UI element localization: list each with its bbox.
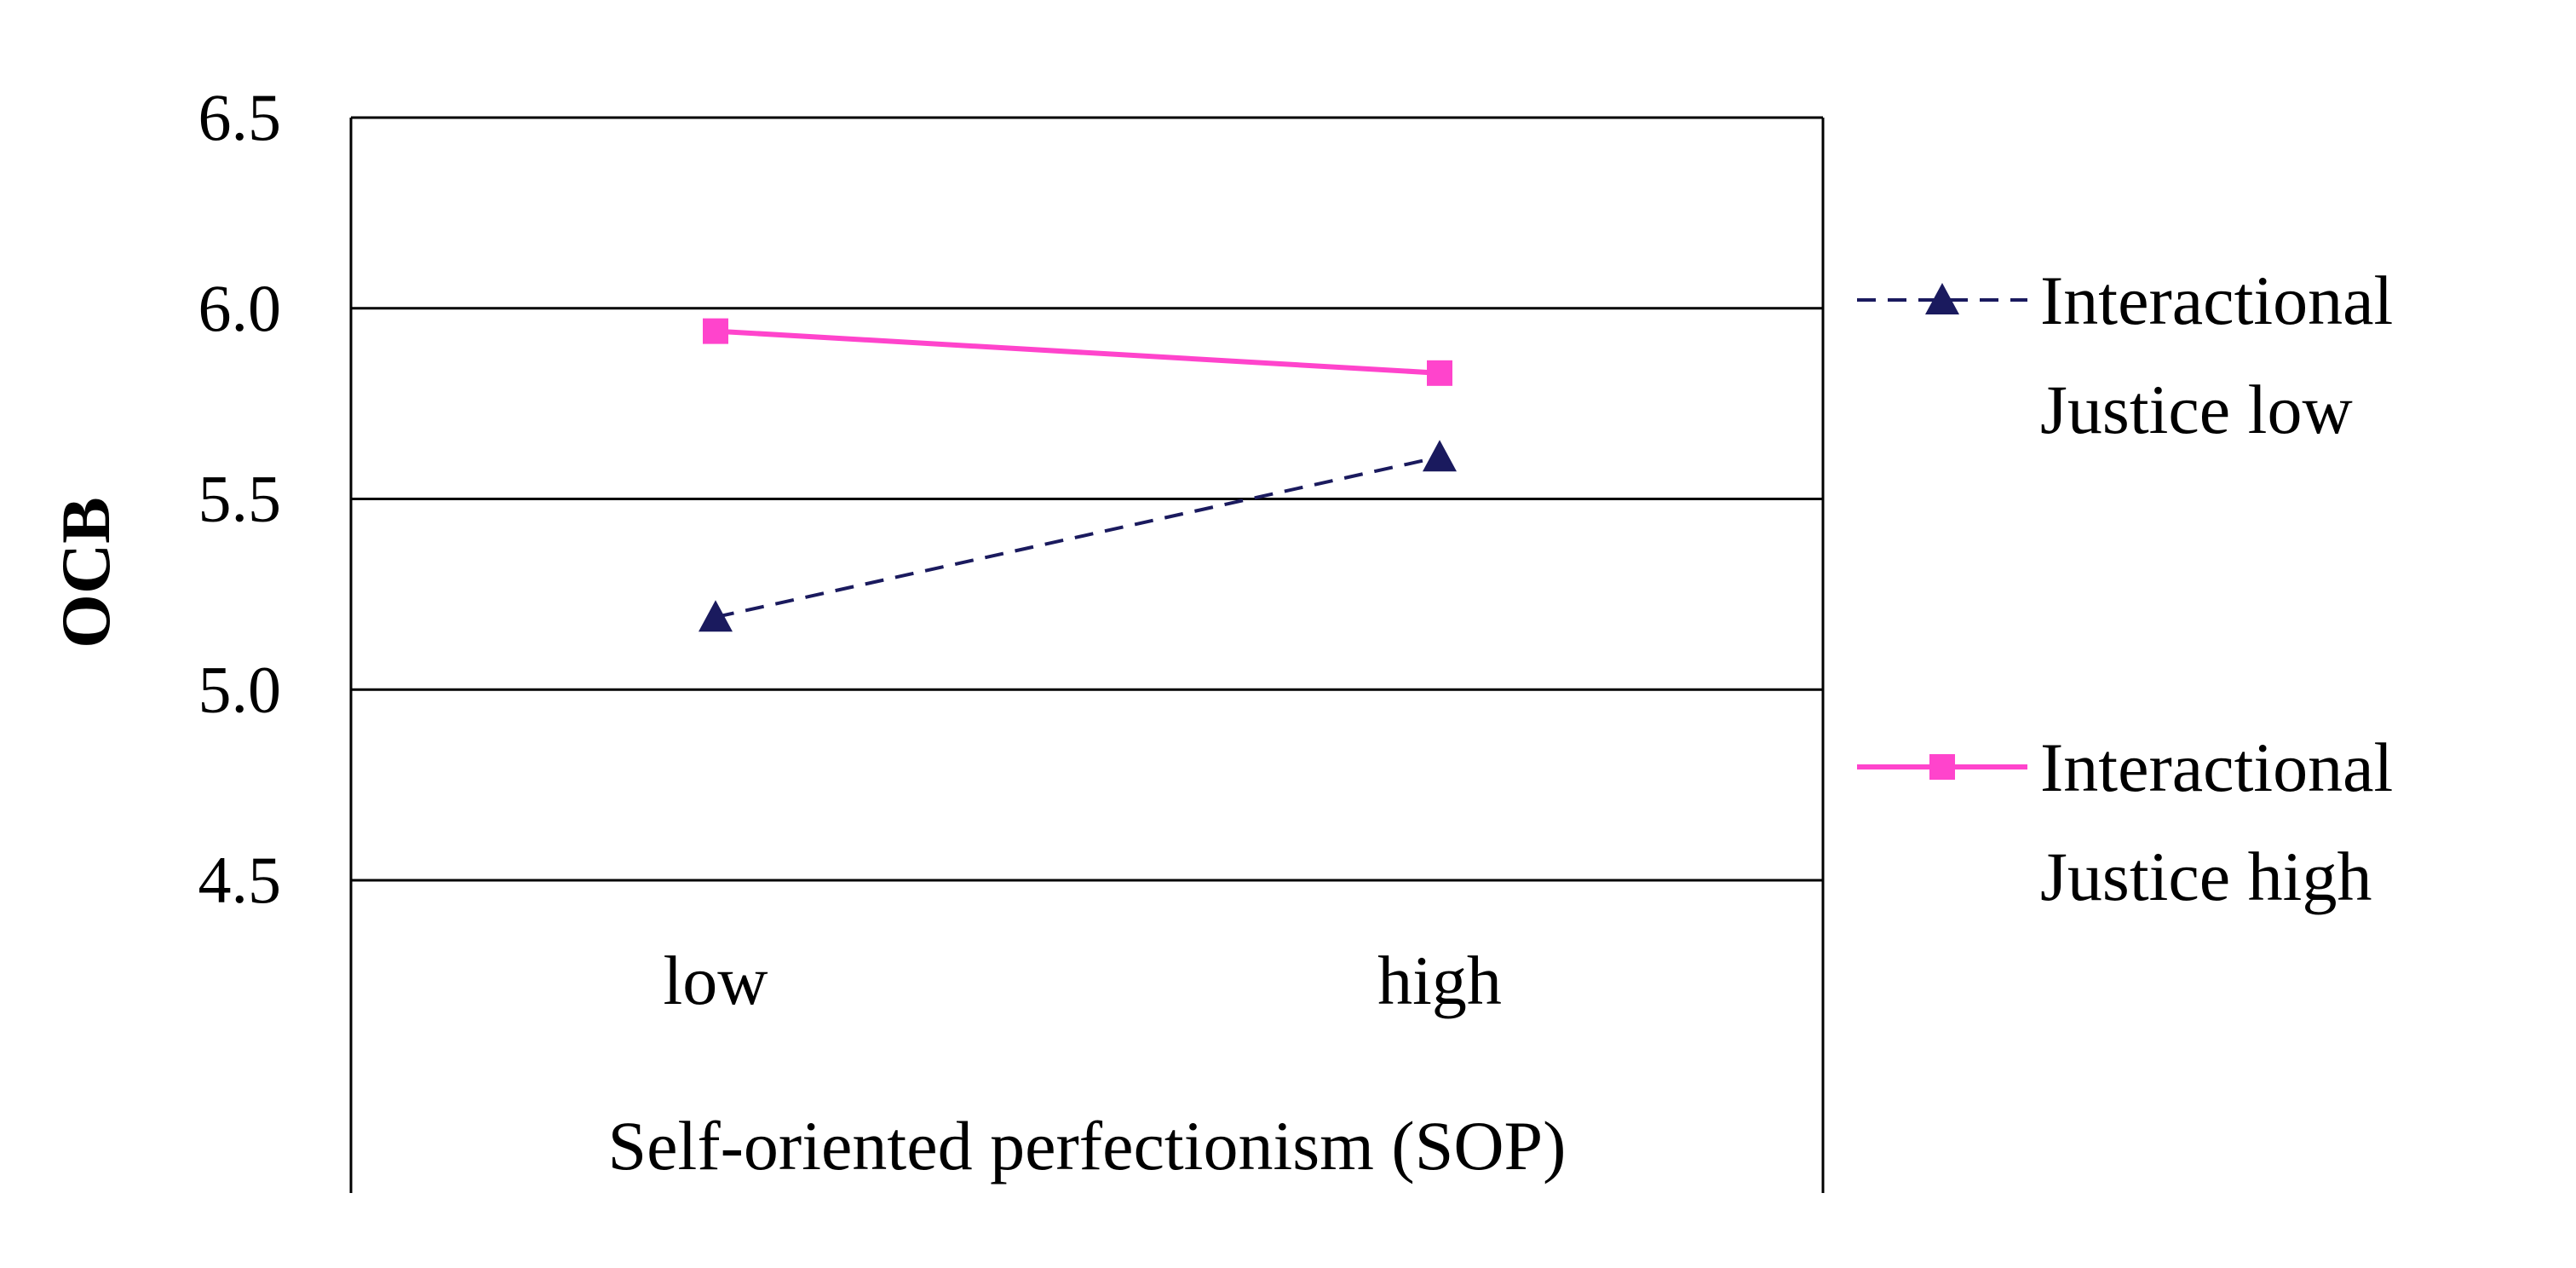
- x-tick-label: high: [1377, 942, 1502, 1019]
- y-tick-label: 6.0: [198, 271, 282, 345]
- series-line: [715, 328, 1440, 376]
- series-justice-high: [703, 318, 1452, 386]
- legend-item: Interactional Justice high: [1857, 729, 2393, 915]
- legend-item: Interactional Justice low: [1857, 262, 2393, 448]
- legend-marker: [1925, 283, 1959, 314]
- x-tick-label: low: [664, 942, 768, 1019]
- x-tick-labels: low high: [664, 942, 1502, 1019]
- data-point: [699, 600, 733, 632]
- legend-label: Justice high: [2040, 838, 2372, 915]
- legend-label: Interactional: [2040, 262, 2393, 339]
- series-justice-low: [699, 440, 1457, 632]
- legend-marker: [1929, 754, 1955, 780]
- legend-label: Interactional: [2040, 729, 2393, 806]
- y-tick-label: 4.5: [198, 843, 282, 917]
- data-point: [1427, 360, 1452, 386]
- series-layer: [699, 318, 1457, 632]
- series-line: [715, 455, 1440, 620]
- legend-label: Justice low: [2040, 371, 2353, 448]
- y-tick-label: 5.5: [198, 462, 282, 536]
- y-tick-label: 5.0: [198, 652, 282, 726]
- data-point: [703, 318, 728, 344]
- x-axis-label: Self-oriented perfectionism (SOP): [608, 1107, 1567, 1184]
- y-axis-label: OCB: [47, 497, 124, 648]
- y-tick-label: 6.5: [198, 80, 282, 154]
- y-tick-labels: 6.5 6.0 5.5 5.0 4.5: [198, 80, 282, 917]
- gridlines: [351, 307, 1823, 882]
- plot-frame: [349, 116, 1825, 1193]
- legend: Interactional Justice low Interactional Jus…: [1857, 262, 2393, 915]
- data-point: [1423, 440, 1457, 472]
